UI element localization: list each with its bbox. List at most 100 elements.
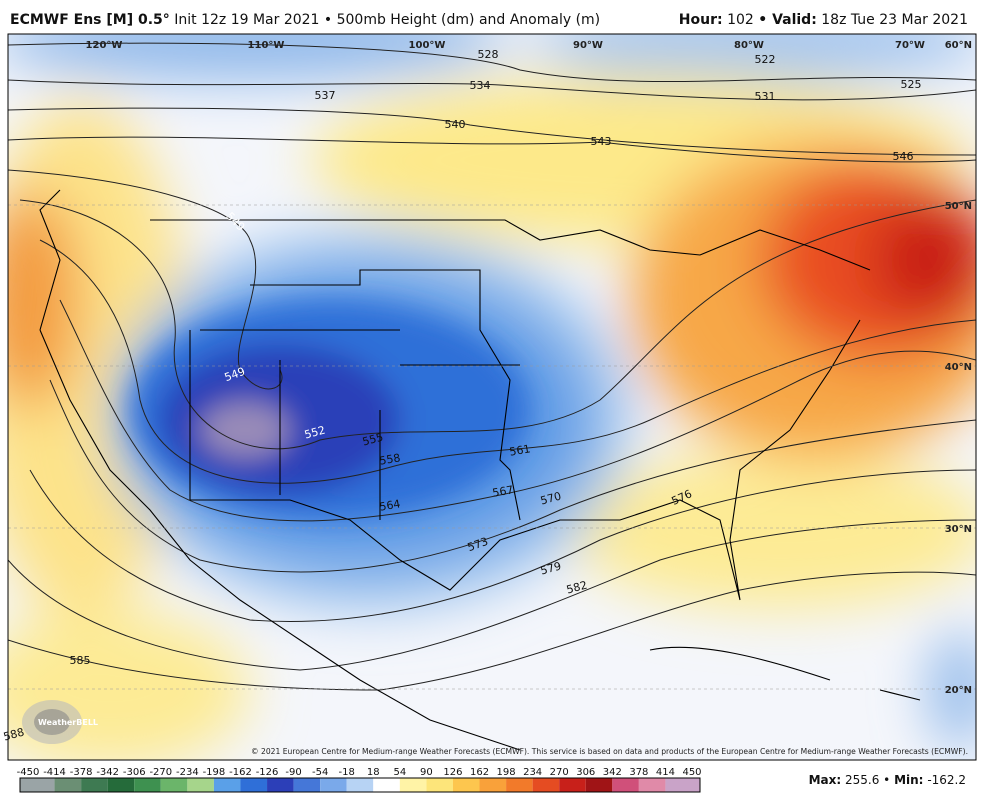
contour-label: 543	[591, 135, 612, 148]
colorbar-segment	[267, 778, 294, 792]
colorbar-segment	[81, 778, 108, 792]
contour-label: 564	[378, 497, 401, 513]
colorbar-tick-label: -162	[229, 767, 252, 778]
colorbar-tick-label: -54	[312, 767, 328, 778]
boundaries	[39, 189, 921, 751]
colorbar-segment	[426, 778, 453, 792]
contour-label: 570	[539, 490, 563, 508]
colorbar-segment	[479, 778, 507, 792]
colorbar-segment	[54, 778, 82, 792]
colorbar-segment	[665, 778, 700, 792]
contour-label: 537	[315, 89, 336, 102]
colorbar-tick-label: 90	[420, 767, 433, 778]
contour-label: 534	[470, 79, 491, 92]
longitude-label: 100°W	[409, 40, 446, 51]
colorbar-tick-label: -450	[17, 767, 40, 778]
colorbar-segment	[134, 778, 161, 792]
colorbar-segment	[293, 778, 321, 792]
colorbar-tick-label: -198	[203, 767, 226, 778]
colorbar-segment	[585, 778, 613, 792]
colorbar-tick-label: -270	[149, 767, 172, 778]
stats: Max: 255.6 • Min: -162.2	[809, 773, 966, 787]
contour-label: 567	[491, 483, 514, 499]
header-right: Hour: 102 • Valid: 18z Tue 23 Mar 2021	[679, 12, 968, 28]
map-frame	[7, 33, 977, 761]
colorbar-segment	[20, 778, 55, 792]
colorbar-tick-label: 162	[470, 767, 489, 778]
colorbar-segment	[160, 778, 188, 792]
colorbar-tick-label: -342	[96, 767, 119, 778]
colorbar-tick-label: 270	[550, 767, 569, 778]
contour-label: 585	[70, 654, 91, 667]
stat-max: 255.6	[845, 773, 879, 787]
colorbar-segment	[320, 778, 347, 792]
colorbar-tick-label: 126	[443, 767, 462, 778]
copyright: © 2021 European Centre for Medium-range …	[251, 747, 968, 756]
hour: 102	[727, 12, 754, 28]
anomaly-field	[8, 34, 976, 760]
colorbar-segment	[638, 778, 666, 792]
colorbar-tick-label: -234	[176, 767, 199, 778]
latitude-label: 50°N	[945, 201, 972, 212]
colorbar-segment	[107, 778, 135, 792]
colorbar-frame	[19, 777, 701, 793]
contour-label: 546	[893, 150, 914, 163]
latitude-label: 20°N	[945, 685, 972, 696]
contour-label: 582	[565, 579, 589, 597]
colorbar-tick-label: 18	[367, 767, 380, 778]
colorbar: -450 -414 -378 -342 -306 -270 -234 -198 -162 -126…	[17, 767, 702, 793]
hour-label: Hour:	[678, 12, 723, 28]
stat-min-label: Min:	[894, 773, 923, 787]
init: Init 12z 19 Mar 2021	[174, 12, 320, 28]
latitude-label: 60°N	[945, 40, 972, 51]
contour-label: 552	[303, 424, 327, 442]
colorbar-tick-label: -414	[43, 767, 66, 778]
colorbar-segment	[559, 778, 586, 792]
longitude-label: 90°W	[573, 40, 603, 51]
colorbar-segment	[187, 778, 214, 792]
header-left: ECMWF Ens [M] 0.5° Init 12z 19 Mar 2021 …	[10, 12, 600, 28]
height-contours	[8, 42, 976, 691]
contour-label: 579	[539, 560, 563, 578]
colorbar-tick-label: 450	[682, 767, 701, 778]
latitude-label: 40°N	[945, 362, 972, 373]
colorbar-tick-label: 414	[656, 767, 675, 778]
longitude-label: 110°W	[248, 40, 285, 51]
colorbar-tick-label: 198	[497, 767, 516, 778]
colorbar-tick-label: -126	[256, 767, 279, 778]
contour-label: 531	[755, 90, 776, 103]
colorbar-segment	[240, 778, 268, 792]
contour-label: 588	[2, 726, 26, 744]
stat-separator: •	[883, 773, 890, 787]
latitude-label: 30°N	[945, 524, 972, 535]
field: • 500mb Height (dm) and Anomaly (m)	[323, 12, 601, 28]
colorbar-segment	[452, 778, 480, 792]
contour-label: 561	[508, 442, 531, 458]
contour-label: 525	[901, 78, 922, 91]
longitude-label: 120°W	[86, 40, 123, 51]
colorbar-segment	[612, 778, 639, 792]
longitude-label: 70°W	[895, 40, 925, 51]
contour-label: 558	[378, 451, 401, 467]
colorbar-segment	[506, 778, 533, 792]
valid: 18z Tue 23 Mar 2021	[821, 12, 968, 28]
longitude-label: 80°W	[734, 40, 764, 51]
watermark: WeatherBELL	[38, 718, 98, 727]
contour-label: 555	[361, 431, 385, 449]
contour-label: 528	[478, 48, 499, 61]
colorbar-tick-label: 342	[603, 767, 622, 778]
colorbar-tick-label: 378	[629, 767, 648, 778]
colorbar-segment	[373, 778, 400, 792]
colorbar-segment	[346, 778, 374, 792]
model: ECMWF Ens [M] 0.5°	[10, 12, 170, 28]
colorbar-segment	[532, 778, 560, 792]
contour-label: 540	[445, 118, 466, 131]
colorbar-segment	[213, 778, 241, 792]
colorbar-tick-label: -18	[339, 767, 355, 778]
colorbar-tick-label: 54	[393, 767, 406, 778]
colorbar-tick-label: 234	[523, 767, 542, 778]
stat-max-label: Max:	[809, 773, 842, 787]
colorbar-tick-label: -306	[123, 767, 146, 778]
